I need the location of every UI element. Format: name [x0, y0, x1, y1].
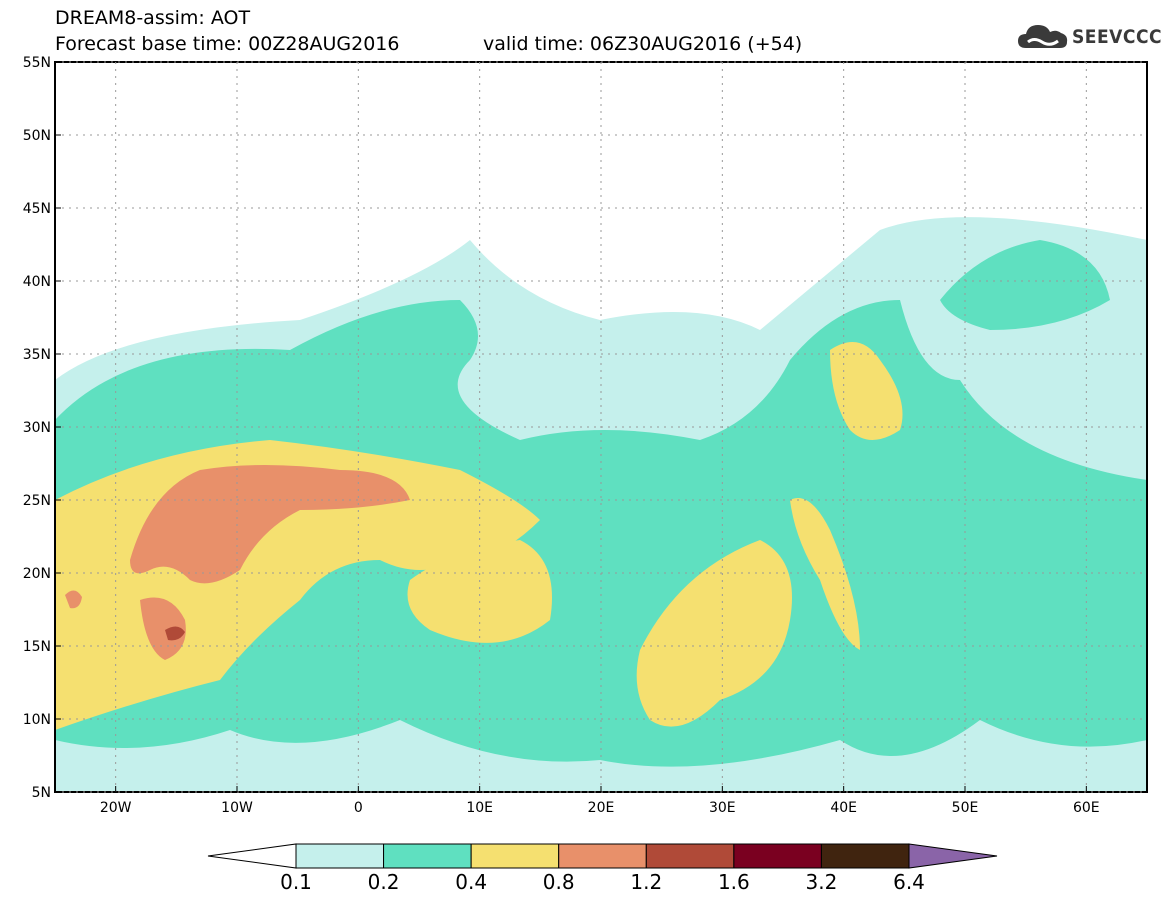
lon-tick-label: 60E: [1073, 800, 1100, 816]
aot-contour-0.2-caspian: [940, 240, 1110, 330]
aot-contour-0.8-spot: [65, 590, 82, 609]
lat-tick-label: 45N: [23, 201, 51, 217]
colorbar-arrow-high: [908, 843, 998, 869]
lat-tick-label: 50N: [23, 128, 51, 144]
colorbar-label: 0.8: [542, 870, 575, 894]
colorbar-box: [295, 843, 385, 869]
map-title: DREAM8-assim: AOT: [55, 7, 251, 29]
lat-tick-label: 25N: [23, 493, 51, 509]
colorbar-box: [558, 843, 647, 869]
aot-contour-0.4-central: [407, 540, 552, 643]
aot-contour-1.2: [165, 626, 185, 641]
lat-tick-label: 55N: [23, 55, 51, 71]
colorbar-label: 0.2: [367, 870, 400, 894]
lon-tick-label: 20E: [588, 800, 615, 816]
seevccc-logo: SEEVCCC: [1016, 20, 1162, 56]
lon-tick-label: 50E: [952, 800, 979, 816]
colorbar-box: [645, 843, 735, 869]
aot-contour-0.8-south: [140, 597, 186, 660]
valid-time: valid time: 06Z30AUG2016 (+54): [483, 33, 803, 55]
colorbar-label: 6.4: [893, 870, 925, 894]
lat-tick-label: 15N: [23, 639, 51, 655]
lat-tick-label: 5N: [32, 785, 51, 801]
lon-tick-label: 0: [354, 800, 363, 816]
colorbar: [207, 843, 998, 869]
colorbar-box: [733, 843, 822, 869]
lat-tick-label: 35N: [23, 347, 51, 363]
colorbar-label: 3.2: [805, 870, 838, 894]
lon-tick-label: 10W: [221, 800, 253, 816]
colorbar-label: 1.6: [717, 870, 750, 894]
colorbar-label: 0.4: [455, 870, 488, 894]
aot-contour-0.8: [130, 465, 410, 584]
lon-tick-label: 40E: [830, 800, 857, 816]
lon-tick-label: 30E: [709, 800, 736, 816]
lat-tick-label: 10N: [23, 712, 51, 728]
lat-tick-label: 30N: [23, 420, 51, 436]
lat-tick-label: 20N: [23, 566, 51, 582]
lon-tick-label: 10E: [466, 800, 493, 816]
colorbar-box: [820, 843, 910, 869]
colorbar-label: 1.2: [630, 870, 663, 894]
logo-text: SEEVCCC: [1072, 26, 1163, 48]
axis-ticks: 20W 10W 0 10E 20E 30E 40E 50E 60E 55N 50N 45N 40N 35N…: [23, 55, 1100, 816]
lat-tick-label: 40N: [23, 274, 51, 290]
aot-contour-0.4-east: [636, 540, 792, 727]
aot-contour-0.4-iraq: [830, 342, 903, 440]
colorbar-box: [383, 843, 472, 869]
colorbar-label: 0.1: [280, 870, 312, 894]
colorbar-arrow-low: [207, 843, 297, 869]
aot-contour-0.4-redsea: [790, 498, 860, 650]
cloud-icon: [1018, 25, 1068, 48]
forecast-base-time: Forecast base time: 00Z28AUG2016: [55, 33, 400, 55]
graticule: [55, 61, 1147, 793]
colorbar-box: [470, 843, 560, 869]
lon-tick-label: 20W: [100, 800, 132, 816]
